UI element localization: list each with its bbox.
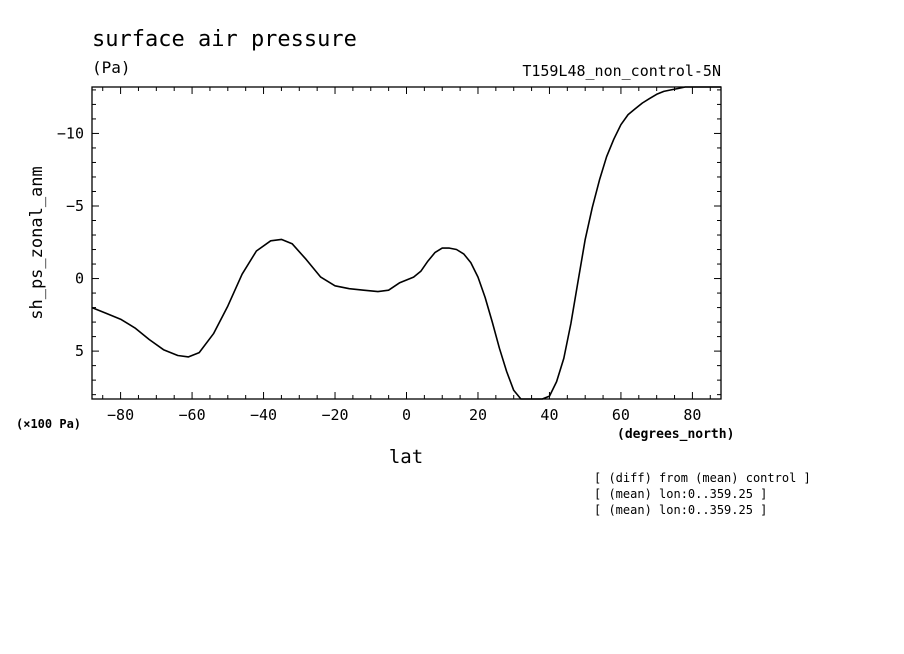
x-tick-label: −80	[107, 406, 134, 424]
y-tick-label: 5	[75, 342, 84, 360]
y-tick-label: 0	[75, 270, 84, 288]
x-units-label: (degrees_north)	[617, 427, 734, 442]
y-tick-label: −10	[57, 124, 84, 142]
note-mean-lon-1: [ (mean) lon:0..359.25 ]	[594, 487, 767, 501]
x-tick-label: 0	[402, 406, 411, 424]
x-tick-label: 20	[469, 406, 487, 424]
x-axis-label: lat	[389, 446, 423, 468]
x-tick-labels: −80 −60 −40 −20 0 20 40 60 80	[107, 406, 701, 424]
y-axis-label: sh_ps_zonal_anm	[27, 166, 47, 320]
y-scale-label: (×100 Pa)	[16, 417, 81, 431]
note-mean-lon-2: [ (mean) lon:0..359.25 ]	[594, 503, 767, 517]
x-tick-label: −40	[250, 406, 277, 424]
tick-marks	[92, 87, 721, 399]
series-line	[91, 86, 721, 400]
y-tick-labels: −10 −5 0 5	[57, 124, 84, 360]
run-id-label: T159L48_non_control-5N	[522, 62, 721, 80]
x-tick-label: 80	[683, 406, 701, 424]
x-tick-label: 60	[612, 406, 630, 424]
x-tick-label: −60	[179, 406, 206, 424]
note-diff: [ (diff) from (mean) control ]	[594, 471, 811, 485]
chart-title: surface air pressure	[92, 27, 357, 52]
y-tick-label: −5	[66, 197, 84, 215]
x-tick-label: −20	[321, 406, 348, 424]
units-label: (Pa)	[92, 58, 131, 77]
x-tick-label: 40	[540, 406, 558, 424]
plot-frame	[91, 86, 722, 400]
